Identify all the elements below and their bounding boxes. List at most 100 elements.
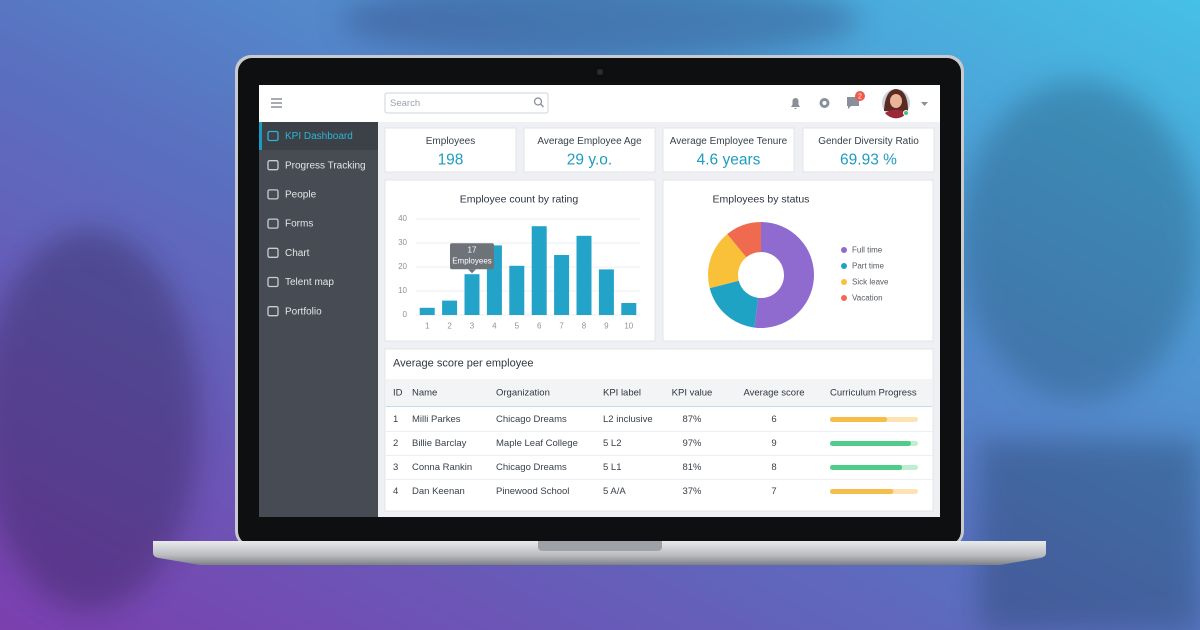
menu-button[interactable] (271, 98, 282, 108)
pie-slice[interactable] (708, 234, 747, 289)
kpi-label: Average Employee Tenure (670, 136, 788, 147)
table-panel (384, 348, 934, 512)
table-cell: Milli Parkes (412, 414, 461, 425)
settings-icon[interactable] (819, 98, 830, 108)
table-cell: L2 inclusive (603, 414, 653, 425)
sidebar-label: Chart (285, 248, 310, 259)
x-tick-label: 5 (515, 322, 520, 331)
y-tick-label: 20 (398, 262, 407, 271)
pie-slice[interactable] (727, 222, 761, 258)
sidebar-item[interactable]: KPI Dashboard (259, 122, 378, 150)
table-cell: 97% (682, 438, 702, 449)
table-cell: Dan Keenan (412, 486, 465, 497)
table-cell: Conna Rankin (412, 462, 472, 473)
search-box[interactable] (384, 92, 549, 114)
kpi-card (523, 127, 656, 173)
bar[interactable] (419, 307, 435, 315)
y-tick-label: 40 (398, 214, 407, 223)
avatar[interactable] (882, 89, 910, 119)
x-tick-label: 1 (425, 322, 430, 331)
sidebar-label: Progress Tracking (285, 160, 366, 171)
table-header-cell: Name (412, 388, 437, 399)
bar[interactable] (621, 303, 637, 315)
table-cell: 81% (682, 462, 702, 473)
table-cell: 3 (393, 462, 398, 473)
y-tick-label: 0 (403, 310, 408, 319)
table-header-cell: Average score (743, 388, 804, 399)
sidebar-label: Telent map (285, 277, 334, 288)
table-header-bg (386, 379, 932, 406)
pie-slice[interactable] (754, 222, 814, 328)
sidebar-item[interactable]: Progress Tracking (267, 160, 366, 171)
account-caret[interactable] (921, 102, 928, 106)
sidebar-icon (267, 130, 279, 142)
y-tick-label: 10 (398, 286, 407, 295)
x-tick-label: 9 (604, 322, 609, 331)
bar[interactable] (598, 269, 614, 315)
messages-icon[interactable] (847, 97, 859, 109)
table-header-cell: KPI value (672, 388, 713, 399)
table-title: Average score per employee (393, 357, 533, 369)
legend-label: Sick leave (852, 278, 889, 287)
table-cell: 6 (771, 414, 776, 425)
table-cell: 5 L2 (603, 438, 622, 449)
legend-swatch (841, 247, 847, 253)
notification-badge (855, 91, 865, 101)
progress-bar (830, 465, 903, 470)
table-cell: Chicago Dreams (496, 414, 567, 425)
table-cell: 8 (771, 462, 776, 473)
pie-slice[interactable] (709, 280, 759, 328)
search-icon[interactable] (533, 97, 544, 108)
sidebar-label: KPI Dashboard (285, 131, 353, 142)
table-cell: Pinewood School (496, 486, 569, 497)
sidebar-item[interactable]: Portfolio (267, 306, 322, 317)
bar[interactable] (464, 274, 480, 315)
table-cell: 4 (393, 486, 398, 497)
notification-count: 2 (858, 93, 862, 100)
chart-title: Employee count by rating (460, 193, 579, 205)
table-cell: 1 (393, 414, 398, 425)
sidebar-item[interactable]: Forms (267, 218, 313, 230)
sidebar-active-indicator (259, 122, 262, 150)
x-tick-label: 10 (624, 322, 633, 331)
kpi-card (802, 127, 935, 173)
sidebar-icon (267, 160, 279, 171)
sidebar-label: Portfolio (285, 306, 322, 317)
topbar (259, 85, 940, 122)
dashboard: KPI Dashboard Progress Tracking People Form… (259, 122, 935, 512)
bar[interactable] (576, 235, 592, 315)
bar[interactable] (509, 265, 525, 315)
x-tick-label: 8 (582, 322, 587, 331)
sidebar-item[interactable]: Telent map (267, 276, 334, 288)
kpi-label: Employees (426, 136, 475, 147)
tooltip-arrow (468, 269, 476, 274)
kpi-label: Average Employee Age (537, 136, 642, 147)
progress-bar (830, 417, 888, 422)
sidebar-icon (267, 276, 279, 288)
legend-label: Part time (852, 262, 885, 271)
legend-label: Vacation (852, 294, 883, 303)
kpi-value: 198 (438, 152, 464, 169)
table-cell: 7 (771, 486, 776, 497)
camera (597, 69, 603, 75)
sidebar-item[interactable]: Chart (267, 247, 310, 259)
table-header-cell: Curriculum Progress (830, 388, 917, 399)
x-tick-label: 6 (537, 322, 542, 331)
table-cell: 2 (393, 438, 398, 449)
bar[interactable] (531, 226, 547, 315)
sidebar-item[interactable]: People (267, 189, 317, 201)
bar[interactable] (442, 300, 458, 315)
x-tick-label: 2 (447, 322, 452, 331)
sidebar-icon (267, 247, 279, 258)
bell-icon[interactable] (791, 98, 800, 109)
bar[interactable] (554, 255, 570, 315)
table-cell: Billie Barclay (412, 438, 467, 449)
tooltip-unit: Employees (452, 256, 492, 265)
kpi-value: 69.93 % (840, 152, 897, 169)
table-header-cell: Organization (496, 388, 550, 399)
sidebar-active-bg (259, 122, 378, 150)
laptop-notch (538, 541, 662, 551)
legend-swatch (841, 263, 847, 269)
